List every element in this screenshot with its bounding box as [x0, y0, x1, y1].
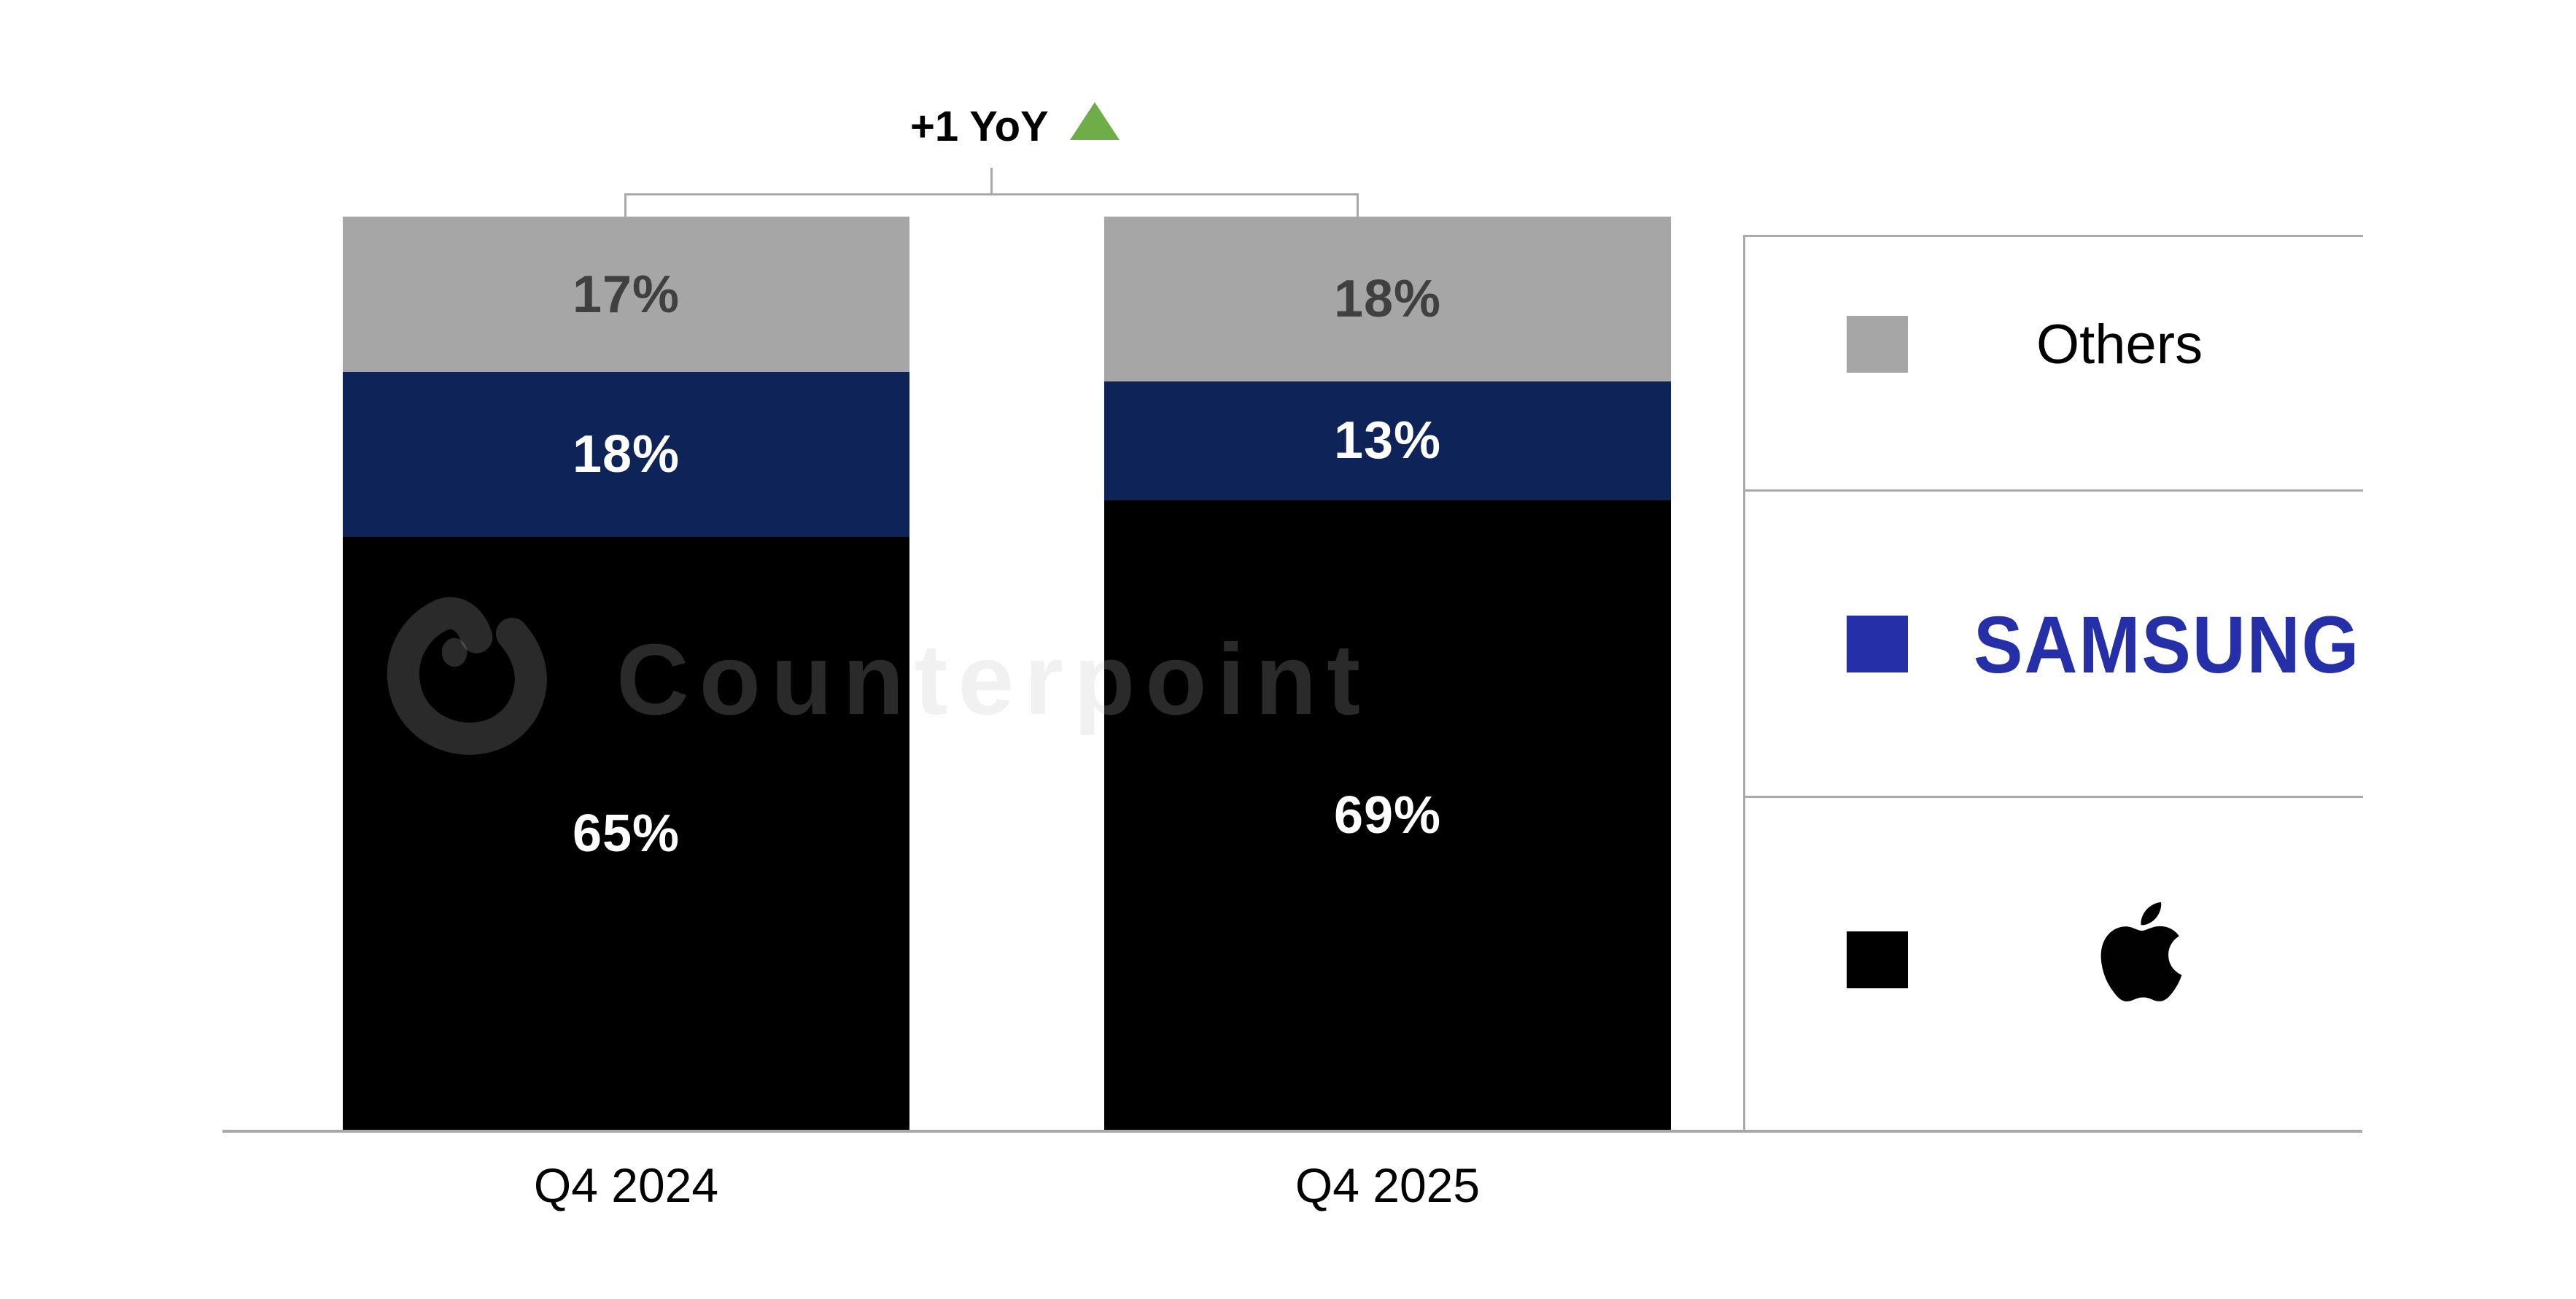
segment-value-label: 17%: [572, 265, 680, 324]
category-label-q4-2025: Q4 2025: [1295, 1158, 1481, 1212]
legend-border-top: [1743, 235, 2363, 237]
legend-swatch-apple: [1847, 931, 1908, 988]
category-label-q4-2024: Q4 2024: [533, 1158, 719, 1212]
legend-border-left: [1743, 235, 1745, 1131]
bar-segment-samsung: 18%: [343, 372, 909, 537]
bar-segment-apple: 65%: [343, 536, 909, 1131]
legend-label-others: Others: [2036, 314, 2203, 376]
legend-swatch-samsung: [1847, 616, 1908, 672]
up-triangle-icon: [1070, 102, 1120, 140]
legend-divider-1: [1743, 489, 2363, 492]
segment-value-label: 65%: [572, 804, 680, 864]
counterpoint-logo-watermark-icon: [387, 597, 547, 755]
segment-value-label: 13%: [1333, 411, 1442, 470]
bar-segment-others: 18%: [1104, 217, 1671, 381]
samsung-wordmark-logo: SAMSUNG: [1974, 600, 2361, 690]
bracket-horizontal: [624, 193, 1359, 195]
segment-value-label: 18%: [572, 425, 680, 484]
bar-segment-others: 17%: [343, 217, 909, 373]
bar-segment-samsung: 13%: [1104, 381, 1671, 500]
bar-segment-apple: 69%: [1104, 500, 1671, 1131]
legend-divider-2: [1743, 796, 2363, 798]
bar-q4-2025: 18% 13% 69%: [1104, 217, 1671, 1131]
yoy-annotation-label: +1 YoY: [910, 103, 1049, 150]
bracket-stem: [990, 168, 993, 194]
segment-value-label: 69%: [1333, 786, 1442, 845]
legend-swatch-others: [1847, 316, 1908, 373]
watermark-text: Counterpoint: [616, 624, 1371, 736]
apple-logo-icon: [2100, 902, 2182, 1001]
segment-value-label: 18%: [1333, 269, 1442, 328]
bracket-left-drop: [624, 193, 626, 217]
bracket-right-drop: [1357, 193, 1359, 217]
bar-q4-2024: 17% 18% 65%: [343, 217, 909, 1131]
x-axis-baseline: [222, 1130, 2362, 1133]
